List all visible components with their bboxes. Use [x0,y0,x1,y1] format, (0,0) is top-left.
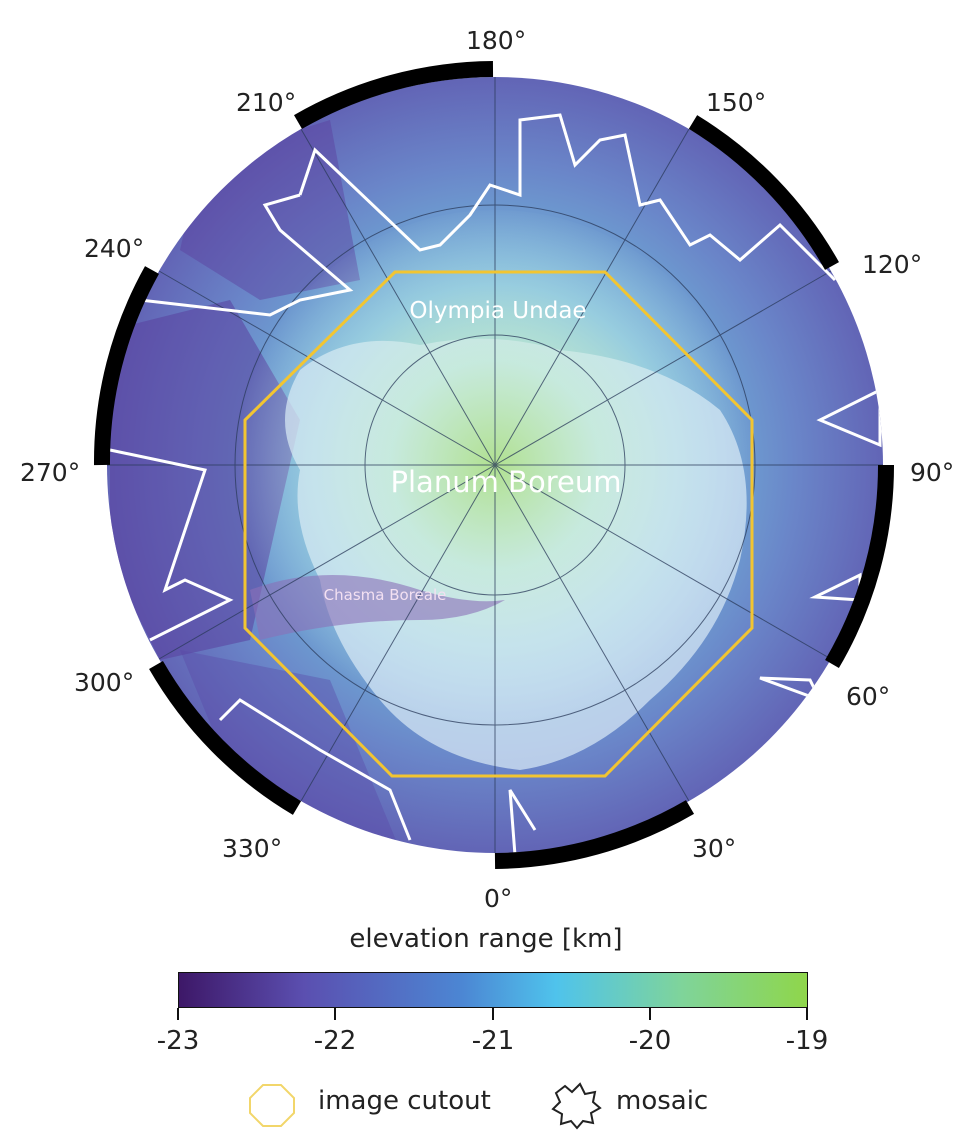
colorbar-tick [334,1008,336,1020]
colorbar-tick-label: -22 [313,1026,357,1056]
mosaic-outline [109,113,882,853]
lon-label-240: 240° [84,234,145,263]
olympia-undae-label: Olympia Undae [409,298,586,324]
colorbar-tick-label: -23 [156,1026,200,1056]
lon-label-270: 270° [20,458,81,487]
lon-label-210: 210° [236,88,297,117]
colorbar-tick [492,1008,494,1020]
image-cutout-outline [243,270,754,778]
lon-label-30: 30° [692,834,737,863]
colorbar-tick [177,1008,179,1020]
chasma-boreale-label: Chasma Boreale [324,586,447,604]
cutout-legend-icon [249,1084,295,1127]
colorbar-tick [806,1008,808,1020]
lon-label-180: 180° [466,26,527,55]
cutout-legend-label: image cutout [318,1086,491,1116]
colorbar-tick-label: -21 [471,1026,515,1056]
lon-label-330: 330° [222,834,283,863]
lon-label-60: 60° [846,682,891,711]
lon-label-300: 300° [74,668,135,697]
mosaic-legend-label: mosaic [616,1086,709,1116]
coverage-bands [93,61,895,869]
colorbar-tick-label: -20 [628,1026,672,1056]
lon-label-0: 0° [484,884,513,913]
colorbar-tick [649,1008,651,1020]
colorbar-title: elevation range [km] [349,924,623,954]
lon-label-150: 150° [706,88,767,117]
lon-label-120: 120° [862,250,923,279]
lon-label-90: 90° [910,458,955,487]
mosaic-legend-icon [551,1082,602,1130]
colorbar-gradient [178,972,808,1008]
graticule [107,77,883,853]
planum-boreum-label: Planum Boreum [391,465,622,499]
colorbar-tick-label: -19 [785,1026,829,1056]
low-terrain-southwest [180,650,400,850]
colorbar-frame [178,972,808,1008]
chasma-trough [250,575,505,640]
